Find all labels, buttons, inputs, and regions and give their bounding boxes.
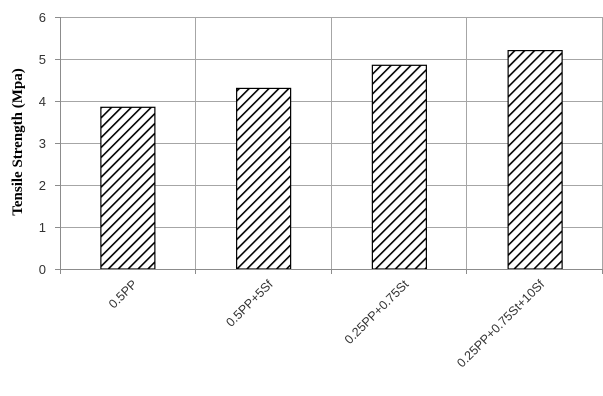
bar: [100, 106, 156, 270]
x-tick-label: 0.5PP+5Sf: [223, 277, 276, 330]
y-tick-label: 1: [39, 220, 46, 235]
x-tick-labels: 0.5PP 0.5PP+5Sf 0.25PP+0.75St 0.25PP+0.75St…: [106, 277, 548, 370]
x-tick-label: 0.5PP: [106, 277, 140, 311]
x-tick-label: 0.25PP+0.75St: [342, 277, 412, 347]
y-axis-label: Tensile Strength (Mpa): [10, 68, 26, 216]
y-tick-label: 0: [39, 262, 46, 277]
y-tick-label: 5: [39, 52, 46, 67]
y-tick-labels: 0 1 2 3 4 5 6: [39, 10, 46, 277]
y-tick-label: 2: [39, 178, 46, 193]
bar: [371, 64, 427, 270]
bar: [236, 87, 292, 270]
y-tick-label: 3: [39, 136, 46, 151]
x-tick-label: 0.25PP+0.75St+10Sf: [454, 277, 547, 370]
axes: [55, 17, 603, 274]
y-tick-label: 4: [39, 94, 46, 109]
y-tick-label: 6: [39, 10, 46, 25]
bar: [507, 49, 563, 270]
